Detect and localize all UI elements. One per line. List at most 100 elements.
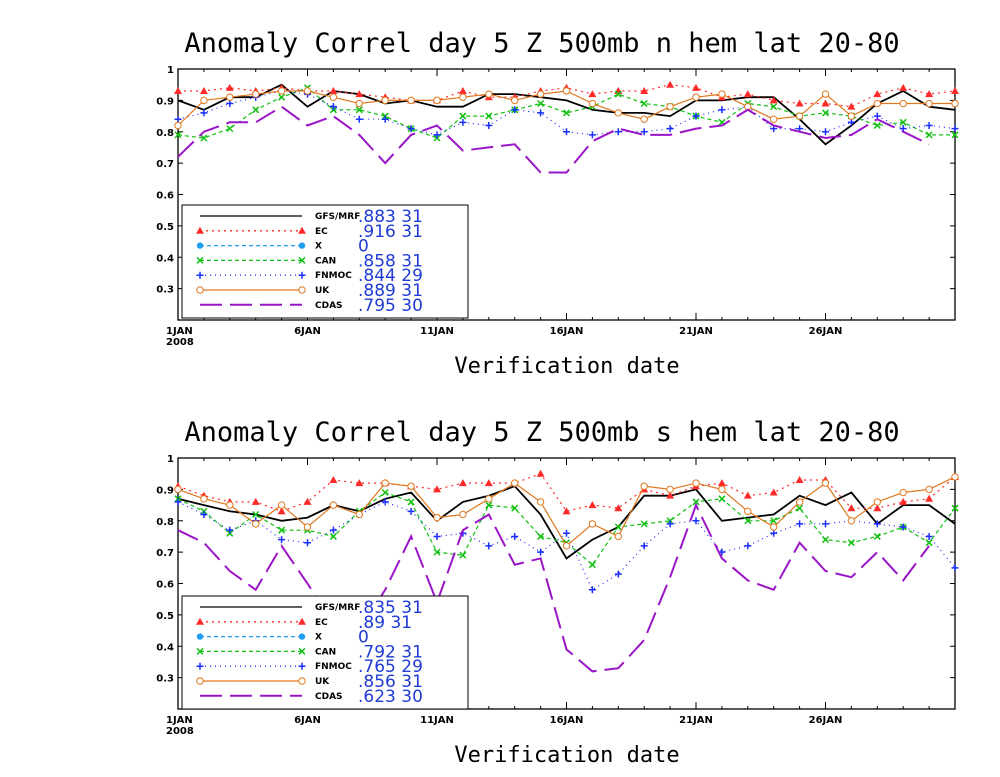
data-point bbox=[484, 479, 493, 487]
data-point bbox=[640, 115, 648, 123]
data-point bbox=[873, 504, 882, 512]
y-tick-label: 0.7 bbox=[156, 159, 174, 170]
data-point bbox=[459, 118, 467, 126]
data-point bbox=[459, 551, 467, 559]
data-point bbox=[821, 479, 830, 487]
data-point bbox=[796, 504, 804, 512]
data-point bbox=[407, 125, 415, 133]
data-point bbox=[433, 96, 441, 105]
legend-series-name: X bbox=[315, 242, 322, 252]
y-tick-label: 0.5 bbox=[156, 222, 174, 233]
data-point bbox=[821, 536, 830, 544]
data-point bbox=[847, 504, 856, 512]
x-tick-label: 1JAN bbox=[166, 715, 193, 726]
data-point bbox=[433, 548, 441, 556]
legend-series-score: .844 29 bbox=[358, 266, 423, 286]
data-point bbox=[562, 87, 571, 95]
x-tick-label: 21JAN bbox=[679, 326, 713, 337]
legend-series-name: GFS/MRF bbox=[315, 603, 360, 613]
y-tick-label: 0.8 bbox=[156, 128, 174, 139]
series-line bbox=[177, 105, 930, 174]
data-point bbox=[925, 121, 933, 129]
legend-marker bbox=[298, 647, 306, 655]
data-point bbox=[562, 507, 571, 515]
x-tick-sublabel: 2008 bbox=[166, 726, 194, 737]
data-point bbox=[174, 115, 182, 123]
legend-marker bbox=[196, 226, 204, 234]
data-point bbox=[433, 532, 441, 540]
data-point bbox=[355, 115, 363, 123]
data-point bbox=[951, 504, 959, 512]
data-point bbox=[743, 491, 752, 499]
data-point bbox=[355, 106, 363, 114]
legend-series-name: GFS/MRF bbox=[315, 212, 360, 222]
data-point bbox=[329, 475, 338, 483]
data-point bbox=[614, 128, 622, 136]
data-point bbox=[407, 482, 415, 490]
data-point bbox=[795, 498, 804, 506]
data-point bbox=[200, 96, 208, 105]
x-axis-label: Verification date bbox=[454, 743, 679, 768]
y-tick-label: 0.3 bbox=[156, 285, 174, 296]
series-line bbox=[177, 502, 930, 673]
data-point bbox=[226, 526, 234, 534]
data-point bbox=[770, 517, 778, 525]
data-point bbox=[537, 99, 545, 108]
legend: GFS/MRF.883 31 EC .916 31 X 0 CAN .858 31 FNMOC… bbox=[181, 204, 469, 319]
y-tick-label: 0.8 bbox=[156, 517, 174, 528]
data-point bbox=[485, 90, 493, 98]
x-tick-label: 16JAN bbox=[550, 326, 584, 337]
legend-marker bbox=[196, 242, 204, 249]
legend-series-name: EC bbox=[315, 227, 328, 237]
data-point bbox=[640, 482, 648, 490]
data-point bbox=[899, 83, 908, 91]
series-line bbox=[177, 83, 956, 146]
legend-series-score: .858 31 bbox=[358, 251, 423, 271]
data-point bbox=[588, 501, 597, 509]
data-point bbox=[355, 90, 364, 98]
data-point bbox=[329, 532, 337, 540]
data-point bbox=[873, 532, 881, 540]
data-point bbox=[795, 99, 804, 107]
data-point bbox=[381, 479, 389, 487]
legend-series-name: CAN bbox=[315, 256, 336, 266]
data-point bbox=[199, 86, 208, 94]
data-point bbox=[536, 90, 545, 98]
chart-title: Anomaly Correl day 5 Z 500mb s hem lat 2… bbox=[184, 417, 899, 448]
y-tick-label: 0.3 bbox=[156, 674, 174, 685]
series-uk bbox=[174, 473, 959, 550]
legend-marker bbox=[298, 633, 306, 640]
chart-title: Anomaly Correl day 5 Z 500mb n hem lat 2… bbox=[184, 28, 899, 59]
data-point bbox=[252, 106, 260, 114]
legend-marker bbox=[196, 662, 204, 670]
data-point bbox=[769, 488, 778, 496]
data-point bbox=[925, 99, 933, 108]
data-point bbox=[278, 93, 286, 101]
y-tick-label: 1 bbox=[167, 65, 174, 76]
x-tick-label: 11JAN bbox=[420, 715, 454, 726]
data-point bbox=[174, 498, 182, 506]
series-line bbox=[177, 491, 956, 566]
data-point bbox=[329, 93, 338, 101]
data-point bbox=[433, 485, 441, 493]
legend-marker bbox=[298, 286, 306, 294]
data-point bbox=[458, 479, 467, 487]
data-point bbox=[718, 90, 726, 98]
legend-series-name: CDAS bbox=[315, 301, 343, 311]
legend-series-score: .916 31 bbox=[358, 222, 423, 242]
data-point bbox=[407, 96, 415, 105]
data-point bbox=[433, 513, 441, 522]
data-point bbox=[925, 532, 933, 540]
data-point bbox=[381, 115, 389, 123]
data-point bbox=[951, 99, 959, 108]
legend-series-name: CDAS bbox=[315, 692, 343, 702]
x-tick-label: 26JAN bbox=[809, 715, 843, 726]
data-point bbox=[614, 90, 622, 98]
legend-marker bbox=[298, 256, 306, 264]
data-point bbox=[640, 86, 649, 94]
legend-series-score: .795 30 bbox=[358, 296, 423, 316]
x-tick-sublabel: 2008 bbox=[166, 337, 194, 348]
data-point bbox=[717, 479, 726, 487]
